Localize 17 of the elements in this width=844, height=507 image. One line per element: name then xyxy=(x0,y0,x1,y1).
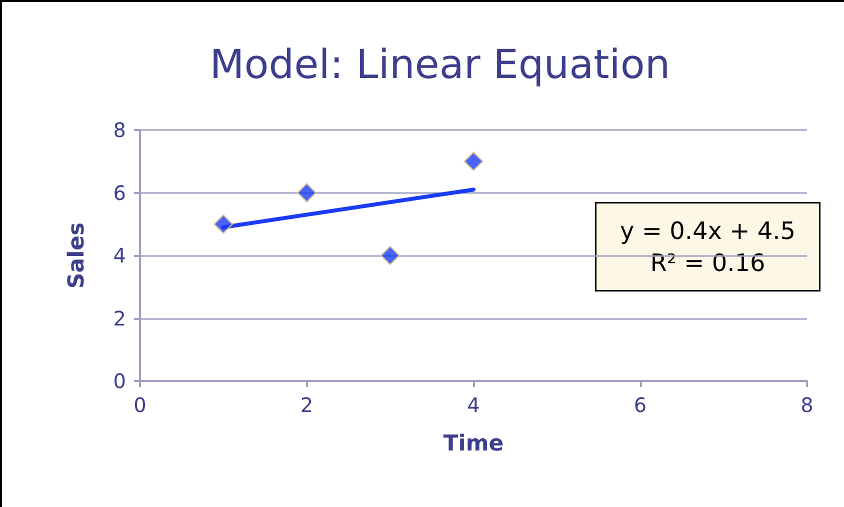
x-tick-label: 4 xyxy=(467,393,480,417)
x-tick-label: 6 xyxy=(634,393,647,417)
x-axis-title: Time xyxy=(443,432,504,456)
x-tick-label: 8 xyxy=(800,393,814,417)
y-tick-label: 8 xyxy=(113,118,126,142)
y-tick-label: 0 xyxy=(113,369,126,393)
point xyxy=(380,246,400,266)
y-axis-title: Sales xyxy=(64,222,90,289)
point xyxy=(297,183,316,202)
y-tick-label: 4 xyxy=(113,244,126,268)
x-tick-label: 2 xyxy=(300,393,314,417)
chart-title: Model: Linear Equation xyxy=(210,42,670,88)
x-tick-label: 0 xyxy=(134,393,146,417)
point xyxy=(464,152,484,172)
y-tick-label: 2 xyxy=(113,306,126,330)
point xyxy=(214,214,234,234)
y-tick-label: 6 xyxy=(113,180,126,205)
